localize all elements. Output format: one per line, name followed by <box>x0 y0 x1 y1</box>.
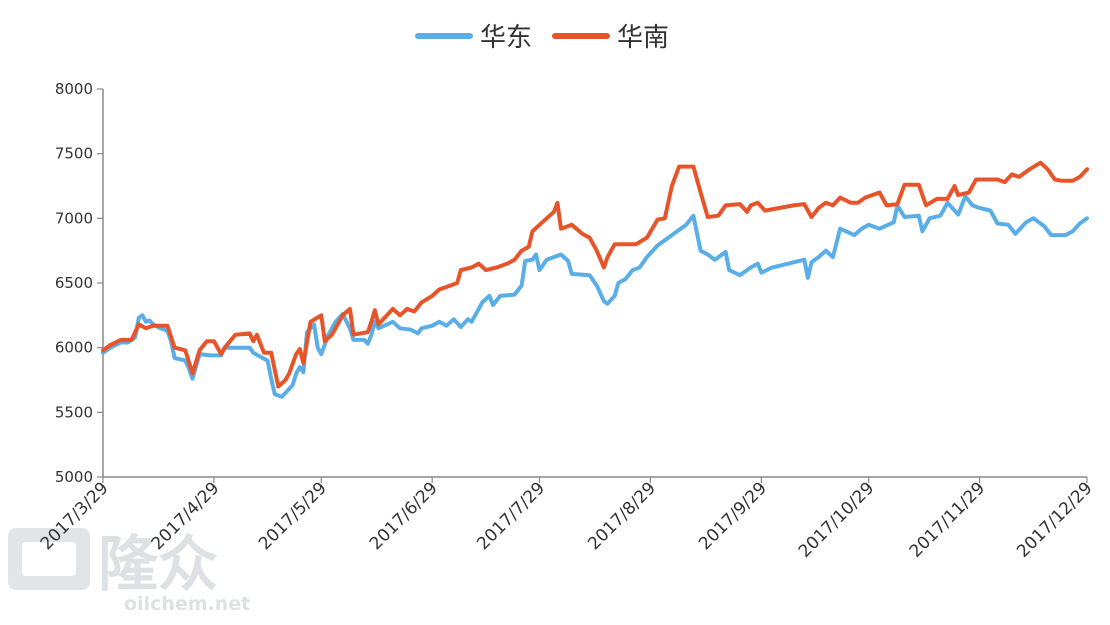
y-tick-label: 7500 <box>55 145 93 163</box>
legend: 华东 华南 <box>415 23 669 53</box>
legend-label-south: 华南 <box>617 23 669 53</box>
x-tick-label: 2017/8/29 <box>584 478 660 554</box>
legend-label-east: 华东 <box>480 23 532 53</box>
x-tick-label: 2017/10/29 <box>795 478 878 561</box>
y-tick-label: 6000 <box>55 339 93 357</box>
x-tick-label: 2017/6/29 <box>366 478 442 554</box>
x-tick-label: 2017/11/29 <box>906 478 989 561</box>
watermark-brand-text: 隆众 <box>98 530 218 600</box>
watermark: 隆众 oilchem.net <box>8 528 250 615</box>
y-tick-label: 6500 <box>55 274 93 292</box>
series-line-east <box>101 194 1089 399</box>
y-tick-label: 5500 <box>55 403 93 421</box>
x-tick-label: 2017/5/29 <box>255 478 331 554</box>
y-tick-label: 8000 <box>55 80 93 98</box>
y-tick-label: 5000 <box>55 468 93 486</box>
watermark-site-text: oilchem.net <box>124 593 250 615</box>
watermark-logo-icon <box>8 528 90 590</box>
x-tick-label: 2017/12/29 <box>1013 478 1096 561</box>
x-tick-label: 2017/9/29 <box>695 478 771 554</box>
series-lines <box>101 160 1089 399</box>
y-tick-label: 7000 <box>55 209 93 227</box>
y-axis-ticks: 5000 5500 6000 6500 7000 7500 8000 <box>55 80 103 486</box>
x-tick-label: 2017/7/29 <box>473 478 549 554</box>
series-line-south <box>101 160 1089 389</box>
